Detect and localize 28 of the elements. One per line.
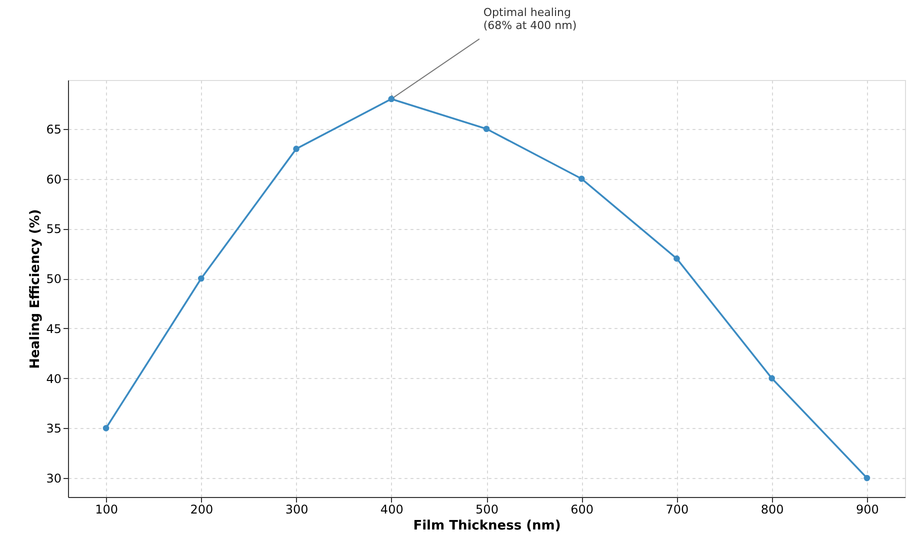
y-tick-label: 35 xyxy=(46,422,62,436)
x-tick-label: 300 xyxy=(285,502,308,516)
y-tick-label: 65 xyxy=(46,122,62,136)
point xyxy=(768,375,776,382)
x-tick-label: 500 xyxy=(476,502,498,516)
y-tick-label: 50 xyxy=(46,272,62,286)
point xyxy=(674,255,680,262)
y-tick-label: 55 xyxy=(46,222,62,236)
point xyxy=(198,275,204,282)
x-axis-title: Film Thickness (nm) xyxy=(413,518,561,534)
annotation: Optimal healing (68% at 400 nm) xyxy=(483,6,577,32)
point xyxy=(864,474,870,482)
x-tick-label: 100 xyxy=(95,502,118,516)
x-tick-label: 600 xyxy=(570,502,594,516)
x-tick-label: 900 xyxy=(856,502,879,516)
y-tick-label: 45 xyxy=(46,322,62,336)
x-tick-label: 200 xyxy=(190,502,214,516)
point xyxy=(578,176,585,182)
point xyxy=(102,425,110,432)
y-tick-label: 30 xyxy=(46,472,62,486)
y-tick-label: 40 xyxy=(46,372,62,386)
y-axis-title: Healing Efficiency (%) xyxy=(28,209,44,369)
point xyxy=(483,126,490,132)
y-tick-label: 60 xyxy=(46,172,62,186)
x-tick-label: 400 xyxy=(380,502,404,516)
x-tick-label: 700 xyxy=(666,502,689,516)
point xyxy=(293,146,300,152)
x-tick-label: 800 xyxy=(760,502,784,516)
